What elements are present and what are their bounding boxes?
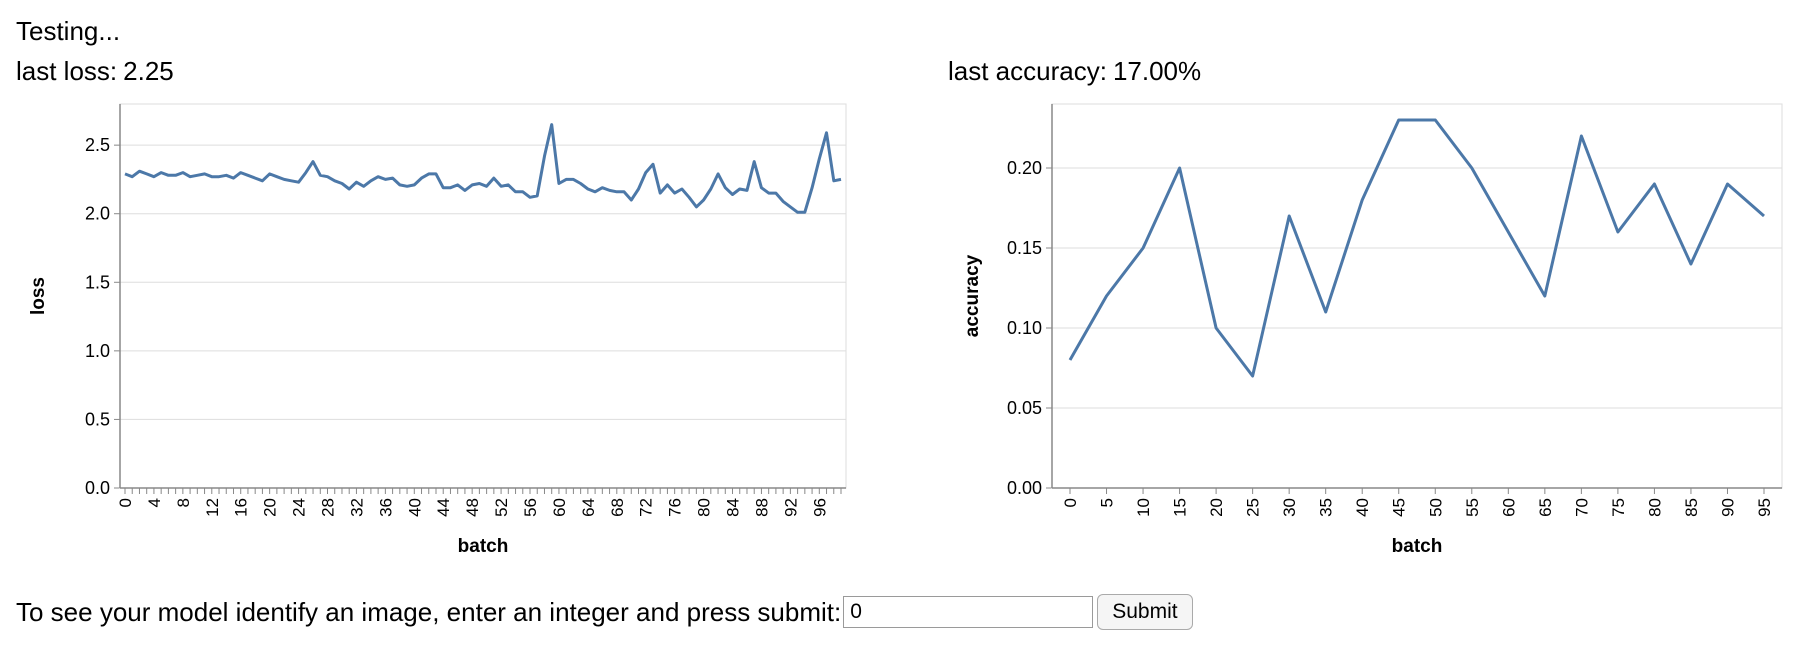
- x-tick-label: 80: [695, 498, 714, 517]
- x-tick-label: 90: [1718, 498, 1737, 517]
- series-line: [124, 123, 842, 214]
- x-tick-label: 40: [405, 498, 424, 517]
- x-tick-label: 0: [116, 498, 135, 507]
- loss-chart: 0.00.51.01.52.02.50 4 8 12 16 20 24 28 32 36 40 44 4…: [28, 103, 847, 557]
- x-tick-label: 95: [1755, 498, 1774, 517]
- x-tick-label: 35: [1317, 498, 1336, 517]
- last-loss-value: 2.25: [123, 56, 174, 86]
- x-tick-label: 60: [1499, 498, 1518, 517]
- x-tick-label: 60: [550, 498, 569, 517]
- x-tick-label: 44: [434, 498, 453, 517]
- image-index-input[interactable]: [843, 596, 1094, 628]
- x-tick-label: 56: [521, 498, 540, 517]
- x-tick-label: 70: [1572, 498, 1591, 517]
- x-tick-label: 16: [232, 498, 251, 517]
- x-tick-label: 88: [752, 498, 771, 517]
- x-tick-label: 50: [1426, 498, 1445, 517]
- x-tick-label: 4: [145, 498, 164, 507]
- y-tick-label: 1.5: [85, 272, 110, 292]
- plot-frame: [1051, 103, 1783, 489]
- y-tick-label: 0.15: [1007, 238, 1042, 258]
- y-tick-label: 2.5: [85, 135, 110, 155]
- x-tick-label: 30: [1280, 498, 1299, 517]
- x-tick-label: 0: [1061, 498, 1080, 507]
- y-axis-title: loss: [28, 277, 49, 315]
- x-axis-title: batch: [458, 536, 509, 557]
- x-tick-label: 85: [1682, 498, 1701, 517]
- last-accuracy-caption: last accuracy:: [948, 56, 1107, 86]
- x-tick-label: 20: [261, 498, 280, 517]
- x-axis-title: batch: [1392, 536, 1443, 557]
- x-tick-label: 52: [492, 498, 511, 517]
- x-tick-label: 75: [1609, 498, 1628, 517]
- x-tick-label: 55: [1463, 498, 1482, 517]
- x-tick-label: 68: [608, 498, 627, 517]
- x-tick-label: 96: [810, 498, 829, 517]
- y-tick-label: 0.05: [1007, 398, 1042, 418]
- x-tick-label: 28: [319, 498, 338, 517]
- x-tick-label: 84: [724, 498, 743, 517]
- y-axis-title: accuracy: [962, 254, 983, 337]
- series-line: [1068, 118, 1765, 378]
- x-tick-label: 64: [579, 498, 598, 517]
- x-tick-label: 65: [1536, 498, 1555, 517]
- x-tick-label: 45: [1390, 498, 1409, 517]
- last-accuracy-label: last accuracy: 17.00%: [948, 56, 1201, 87]
- status-text: Testing...: [16, 16, 121, 46]
- accuracy-chart: 0.00 0.05 0.10 0.15 0.20 0 5 10 15 20 25 30 35 40 45 50…: [962, 103, 1783, 557]
- identify-image-row: To see your model identify an image, ent…: [16, 594, 1193, 630]
- x-tick-label: 12: [203, 498, 222, 517]
- x-tick-label: 8: [174, 498, 193, 507]
- last-loss-label: last loss: 2.25: [16, 56, 174, 87]
- x-tick-label: 20: [1207, 498, 1226, 517]
- submit-button[interactable]: Submit: [1097, 594, 1193, 630]
- y-tick-label: 0.00: [1007, 478, 1042, 498]
- x-tick-label: 36: [376, 498, 395, 517]
- x-tick-label: 10: [1134, 498, 1153, 517]
- x-tick-label: 25: [1244, 498, 1263, 517]
- last-loss-caption: last loss:: [16, 56, 118, 86]
- x-tick-label: 80: [1645, 498, 1664, 517]
- y-tick-label: 2.0: [85, 204, 110, 224]
- x-tick-label: 72: [637, 498, 656, 517]
- x-tick-label: 48: [463, 498, 482, 517]
- y-tick-label: 1.0: [85, 341, 110, 361]
- x-tick-label: 32: [347, 498, 366, 517]
- identify-prompt-text: To see your model identify an image, ent…: [16, 596, 842, 627]
- x-tick-label: 15: [1171, 498, 1190, 517]
- x-tick-label: 24: [290, 498, 309, 517]
- last-accuracy-value: 17.00%: [1112, 56, 1202, 86]
- plot-frame: [119, 103, 847, 489]
- x-tick-label: 92: [781, 498, 800, 517]
- y-tick-label: 0.20: [1007, 158, 1042, 178]
- x-tick-label: 40: [1353, 498, 1372, 517]
- x-tick-label: 76: [666, 498, 685, 517]
- x-tick-label: 5: [1098, 498, 1117, 507]
- y-tick-label: 0.0: [85, 478, 110, 498]
- y-tick-label: 0.5: [85, 409, 110, 429]
- y-tick-label: 0.10: [1007, 318, 1042, 338]
